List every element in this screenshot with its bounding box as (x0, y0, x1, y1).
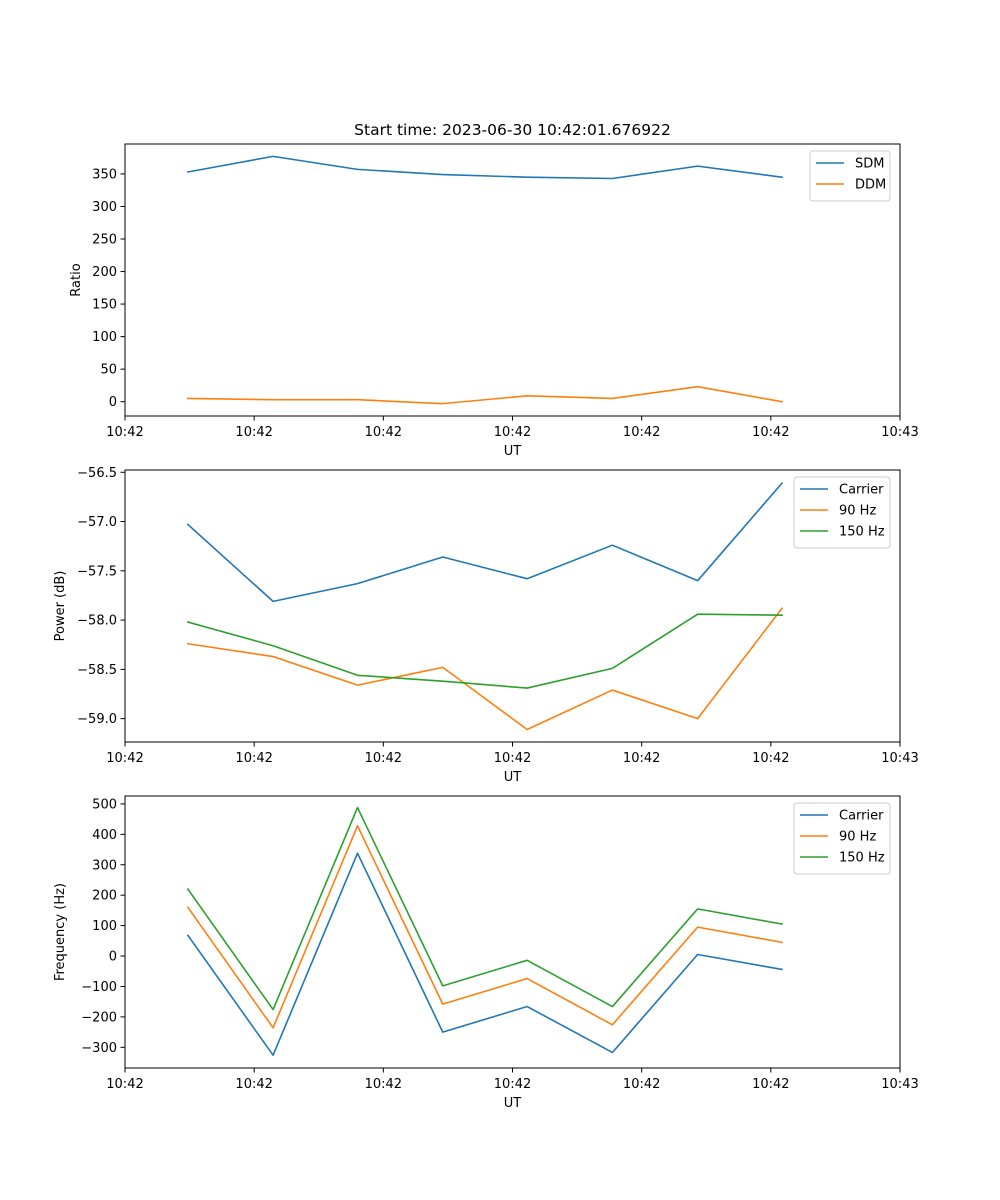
power-series-carrier (186, 481, 784, 603)
frequency-x-tick-label: 10:42 (106, 1077, 143, 1092)
frequency-y-tick-label: 400 (92, 828, 117, 843)
frequency-y-tick-label: 100 (92, 919, 117, 934)
power-x-tick-label: 10:42 (106, 751, 143, 766)
frequency-x-tick-label: 10:42 (494, 1077, 531, 1092)
frequency-y-tick-label: 500 (92, 797, 117, 812)
ratio-y-tick-label: 150 (92, 298, 117, 313)
ratio-y-tick-label: 300 (92, 200, 117, 215)
ratio-y-tick-label: 0 (109, 395, 117, 410)
frequency-panel: 10:42 10:42 10:42 10:42 10:42 10:42 10:43 −300 −… (53, 795, 919, 1111)
power-y-tick-label: −57.5 (77, 564, 117, 579)
ratio-y-tick-label: 100 (92, 330, 117, 345)
power-x-tick-label: 10:42 (235, 751, 272, 766)
ratio-legend: SDM DDM (809, 150, 891, 202)
power-x-tick-label: 10:42 (752, 751, 789, 766)
frequency-x-axis-label: UT (504, 1096, 522, 1111)
power-legend-label: 90 Hz (839, 504, 876, 519)
frequency-x-tick-label: 10:42 (623, 1077, 660, 1092)
power-legend: Carrier 90 Hz 150 Hz (793, 476, 891, 549)
frequency-legend: Carrier 90 Hz 150 Hz (793, 802, 891, 875)
frequency-series-90-hz (186, 825, 783, 1029)
ratio-axes-frame (124, 143, 901, 417)
frequency-x-tick-label: 10:43 (881, 1077, 918, 1092)
ratio-panel: 10:42 10:42 10:42 10:42 10:42 10:42 10:43 0 50 10… (69, 143, 919, 459)
ratio-x-axis-label: UT (504, 444, 522, 459)
power-series-90-hz (186, 607, 784, 731)
power-axes-frame (124, 469, 901, 743)
ratio-x-tick-label: 10:42 (494, 425, 531, 440)
ratio-legend-label: SDM (855, 157, 884, 172)
ratio-x-tick-label: 10:43 (881, 425, 918, 440)
ratio-y-tick-label: 50 (100, 363, 117, 378)
power-x-tick-label: 10:43 (881, 751, 918, 766)
frequency-y-tick-label: 0 (109, 950, 117, 965)
frequency-y-tick-label: −100 (81, 980, 117, 995)
frequency-x-tick-label: 10:42 (235, 1077, 272, 1092)
ratio-y-tick-label: 200 (92, 265, 117, 280)
frequency-legend-label: 90 Hz (839, 830, 876, 845)
frequency-y-tick-label: −200 (81, 1010, 117, 1025)
frequency-y-tick-label: 300 (92, 858, 117, 873)
ratio-x-tick-label: 10:42 (106, 425, 143, 440)
ratio-x-tick-label: 10:42 (752, 425, 789, 440)
figure-title: Start time: 2023-06-30 10:42:01.676922 (354, 121, 671, 139)
power-legend-label: 150 Hz (839, 525, 885, 540)
frequency-axes-frame (124, 795, 901, 1069)
frequency-x-tick-label: 10:42 (752, 1077, 789, 1092)
frequency-legend-label: 150 Hz (839, 851, 885, 866)
ratio-series-ddm (187, 385, 783, 405)
power-y-tick-label: −56.5 (77, 466, 117, 481)
power-y-tick-label: −59.0 (77, 712, 117, 727)
frequency-series-150-hz (186, 806, 783, 1011)
frequency-series-carrier (186, 852, 783, 1057)
frequency-x-tick-label: 10:42 (365, 1077, 402, 1092)
ratio-series-sdm (186, 155, 783, 180)
ratio-legend-label: DDM (855, 178, 886, 193)
ratio-y-tick-label: 350 (92, 167, 117, 182)
power-y-tick-label: −58.0 (77, 614, 117, 629)
power-x-tick-label: 10:42 (365, 751, 402, 766)
ratio-x-tick-label: 10:42 (365, 425, 402, 440)
frequency-y-tick-label: 200 (92, 889, 117, 904)
power-x-tick-label: 10:42 (623, 751, 660, 766)
power-series-150-hz (186, 613, 783, 689)
power-y-axis-label: Power (dB) (53, 571, 68, 642)
ratio-y-tick-label: 250 (92, 233, 117, 248)
power-y-tick-label: −57.0 (77, 515, 117, 530)
ratio-x-tick-label: 10:42 (235, 425, 272, 440)
frequency-y-tick-label: −300 (81, 1041, 117, 1056)
power-x-axis-label: UT (504, 770, 522, 785)
power-y-tick-label: −58.5 (77, 663, 117, 678)
power-legend-label: Carrier (839, 483, 884, 498)
power-panel: 10:42 10:42 10:42 10:42 10:42 10:42 10:43 −59.0… (53, 466, 919, 785)
ratio-y-axis-label: Ratio (69, 263, 84, 296)
ratio-x-tick-label: 10:42 (623, 425, 660, 440)
frequency-y-axis-label: Frequency (Hz) (53, 883, 68, 981)
power-x-tick-label: 10:42 (494, 751, 531, 766)
frequency-legend-label: Carrier (839, 809, 884, 824)
